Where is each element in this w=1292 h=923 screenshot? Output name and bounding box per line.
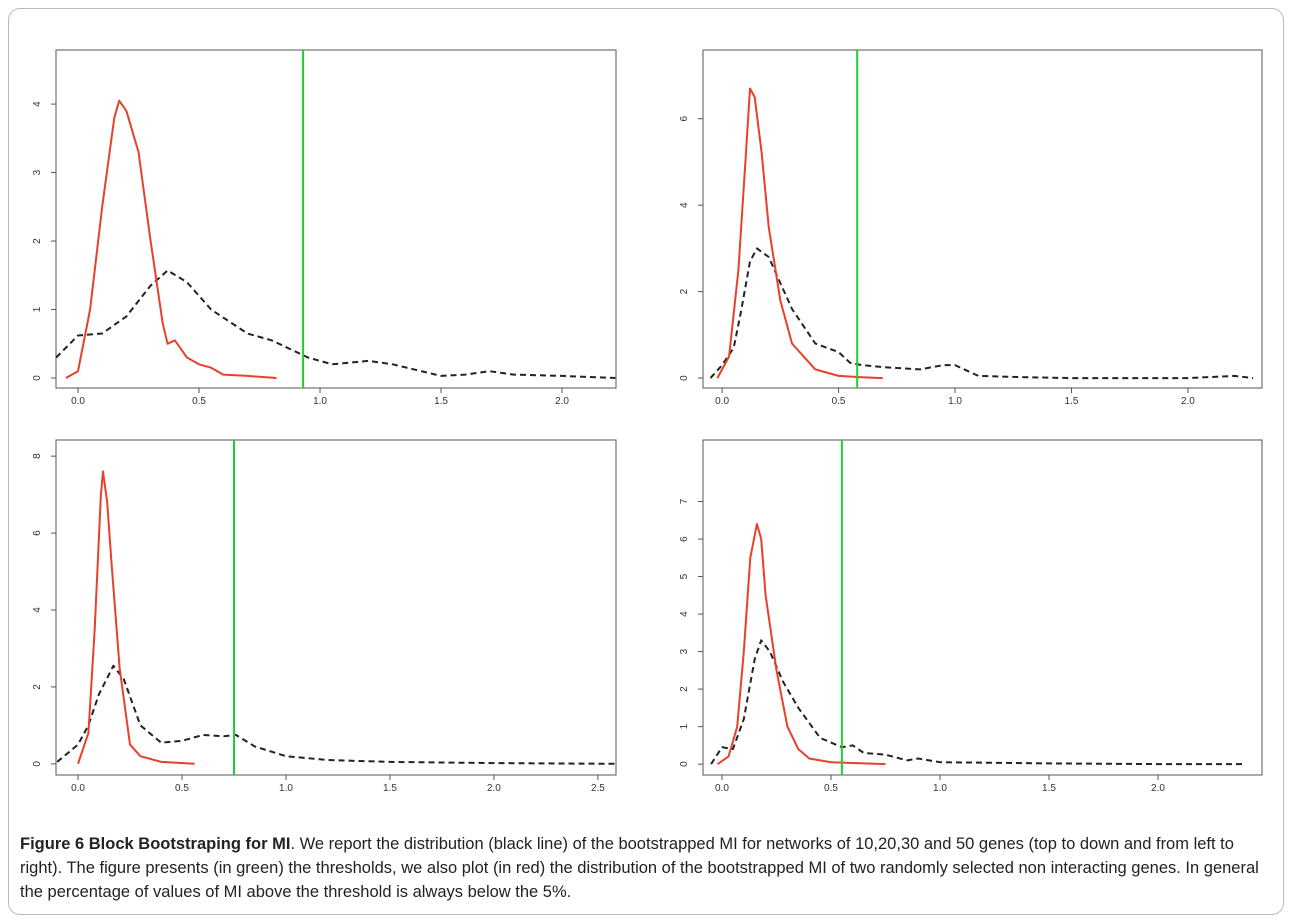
x-tick-label: 0.0 [71, 396, 85, 407]
plot-box [702, 49, 1263, 389]
x-tick-label: 1.5 [1065, 396, 1079, 407]
x-tick-label: 1.5 [383, 783, 397, 794]
y-tick-label: 4 [679, 611, 690, 617]
y-tick-label: 0 [679, 375, 690, 381]
y-tick-label: 1 [32, 306, 43, 312]
y-tick-label: 6 [679, 536, 690, 542]
density-line [77, 470, 195, 765]
x-tick-label: 0.5 [175, 783, 189, 794]
x-tick-label: 1.0 [933, 783, 947, 794]
y-tick-label: 2 [32, 238, 43, 244]
y-tick-label: 5 [679, 573, 690, 579]
y-tick-label: 2 [32, 684, 43, 690]
density-line [710, 639, 1246, 766]
x-tick-label: 1.0 [948, 396, 962, 407]
density-line [56, 664, 615, 765]
y-tick-label: 6 [679, 116, 690, 122]
x-tick-label: 2.0 [1181, 396, 1195, 407]
x-tick-label: 0.0 [715, 783, 729, 794]
x-tick-label: 1.5 [1042, 783, 1056, 794]
y-tick-label: 1 [679, 723, 690, 729]
y-tick-label: 3 [679, 648, 690, 654]
x-tick-label: 0.5 [192, 396, 206, 407]
density-line [65, 99, 277, 379]
caption-label: Figure 6 Block Bootstraping for MI [20, 835, 291, 853]
caption: Figure 6 Block Bootstraping for MI. We r… [20, 832, 1276, 904]
density-line [717, 523, 886, 766]
y-tick-label: 4 [32, 101, 43, 107]
x-tick-label: 2.5 [591, 783, 605, 794]
figure-frame [8, 8, 1284, 915]
y-tick-label: 7 [679, 498, 690, 504]
charts: 0.0 0.5 1.0 1.5 2.0 0 1 2 3 4 0.0 0.5 1.0 1.5 2.0 0 2 4 6 0… [32, 49, 1263, 794]
x-tick-label: 2.0 [487, 783, 501, 794]
x-tick-label: 2.0 [1151, 783, 1165, 794]
y-tick-label: 0 [32, 375, 43, 381]
x-tick-label: 1.0 [279, 783, 293, 794]
y-tick-label: 3 [32, 169, 43, 175]
y-tick-label: 0 [32, 761, 43, 767]
x-tick-label: 0.5 [832, 396, 846, 407]
plot-box [55, 49, 617, 389]
density-line [716, 87, 883, 380]
caption-text: . We report the distribution (black line… [20, 835, 1259, 901]
x-tick-label: 0.0 [71, 783, 85, 794]
x-tick-label: 1.0 [313, 396, 327, 407]
plot-box [702, 439, 1263, 776]
y-tick-label: 8 [32, 453, 43, 459]
x-tick-label: 1.5 [434, 396, 448, 407]
x-tick-label: 0.5 [824, 783, 838, 794]
y-tick-label: 4 [32, 607, 43, 613]
x-tick-label: 0.0 [715, 396, 729, 407]
density-line [709, 247, 1254, 380]
y-tick-label: 4 [679, 202, 690, 208]
y-tick-label: 2 [679, 686, 690, 692]
x-tick-label: 2.0 [555, 396, 569, 407]
y-tick-label: 2 [679, 288, 690, 294]
plot-box [55, 439, 617, 776]
density-line [55, 269, 616, 379]
y-tick-label: 6 [32, 530, 43, 536]
y-tick-label: 0 [679, 761, 690, 767]
